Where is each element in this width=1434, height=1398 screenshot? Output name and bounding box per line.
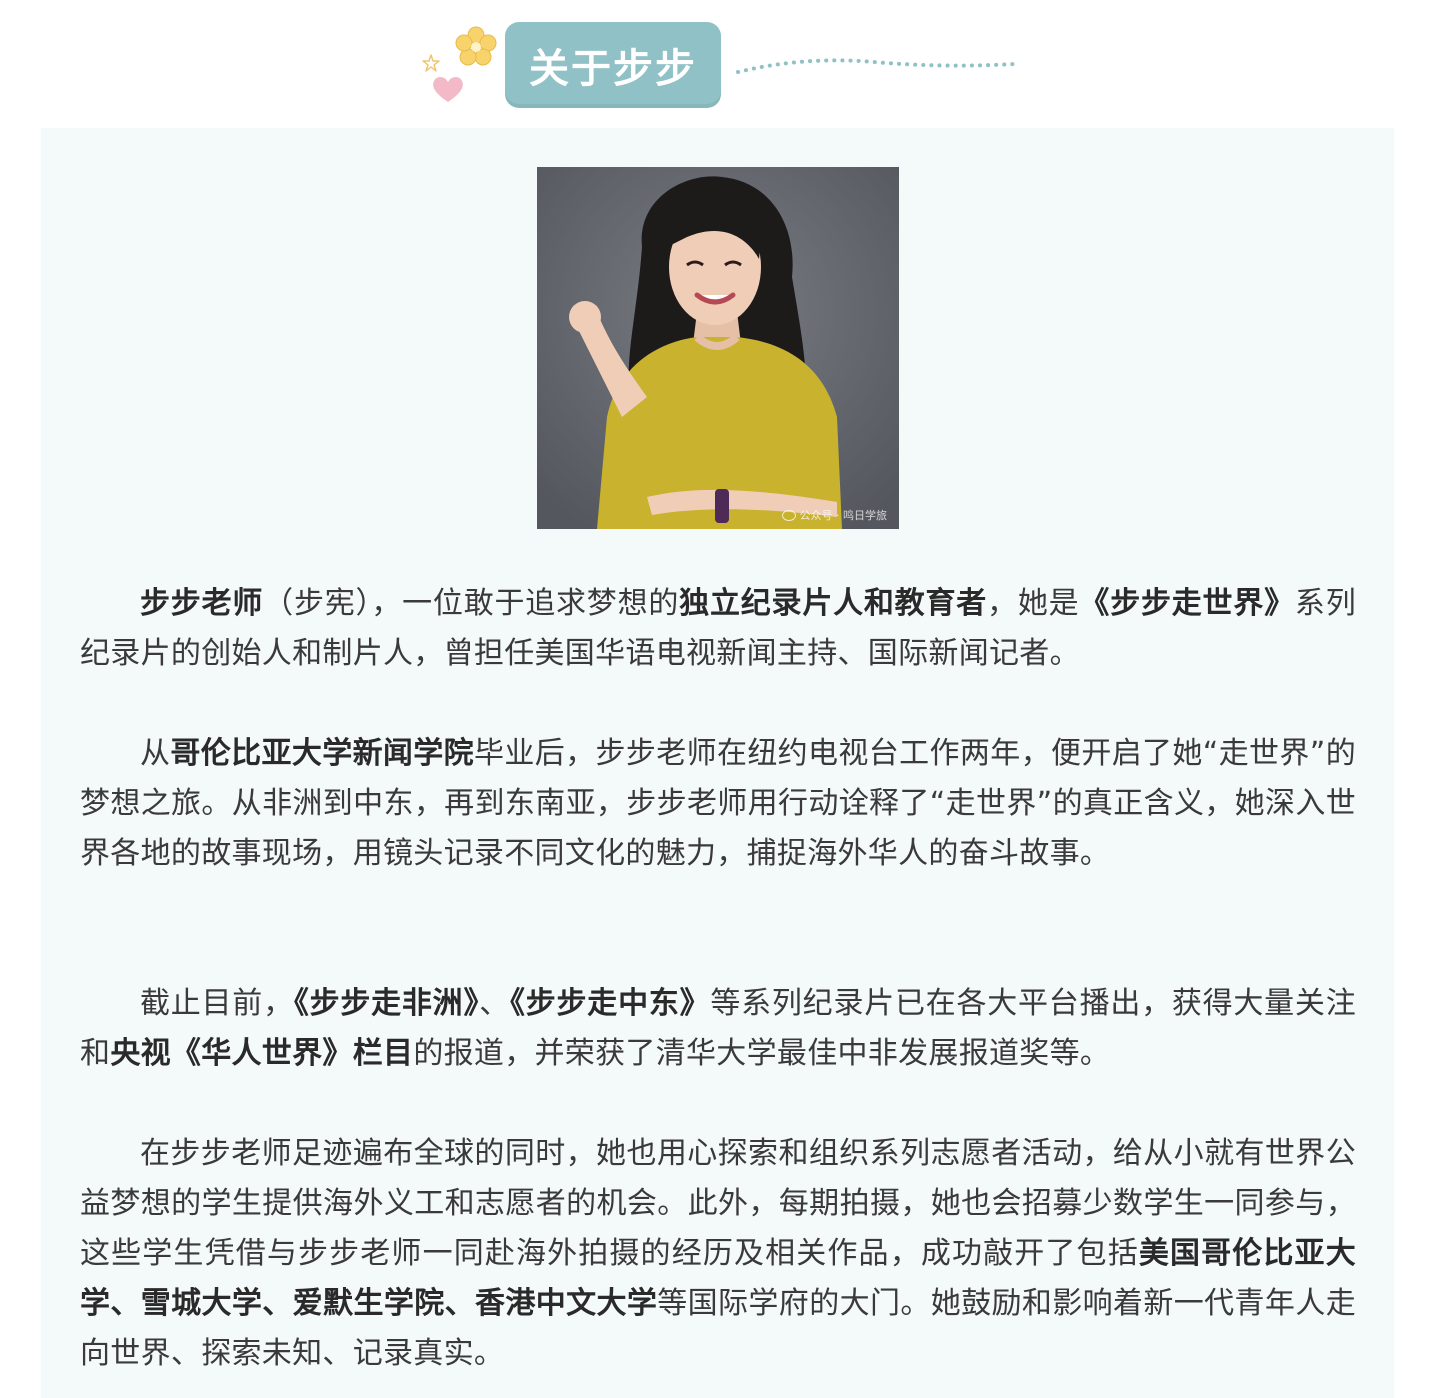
paragraph-text: ，她是 [987, 586, 1080, 621]
emphasis-name: 步步老师 [140, 586, 264, 621]
emphasis-school: 哥伦比亚大学新闻学院 [170, 736, 475, 771]
paragraph-text: 毕业后，步步老师在纽约电视台工作两年，便开启了她“走世界”的梦想之旅。从非洲到中… [80, 736, 1356, 871]
section-title: 关于步步 [529, 46, 697, 92]
emphasis-series-africa: 《步步走非洲》 [293, 986, 480, 1021]
paragraph-text: 的报道，并荣获了清华大学最佳中非发展报道奖等。 [413, 1036, 1111, 1071]
volunteer-paragraph: 在步步老师足迹遍布全球的同时，她也用心探索和组织系列志愿者活动，给从小就有世界公… [80, 1129, 1356, 1379]
emphasis-series-middle-east: 《步步走中东》 [510, 986, 711, 1021]
emphasis-series: 《步步走世界》 [1079, 586, 1295, 621]
heart-icon [433, 76, 463, 102]
paragraph-text: 、 [479, 986, 510, 1021]
intro-paragraph: 步步老师（步宪），一位敢于追求梦想的独立纪录片人和教育者，她是《步步走世界》系列… [80, 579, 1356, 679]
photo-watermark: 公众号 · 鸣日学旅 [781, 507, 888, 523]
star-icon [422, 54, 440, 72]
section-header: 关于步步 [0, 0, 1434, 120]
emphasis-cctv: 央视《华人世界》栏目 [110, 1036, 414, 1071]
paragraph-text: 等系列纪录片已在各大平台播出，获得大量关注和 [80, 986, 1357, 1071]
paragraph-text: 在步步老师足迹遍布全球的同时，她也用心探索和组织系列志愿者活动，给从小就有世界公… [80, 1136, 1356, 1271]
flower-icon [455, 26, 497, 66]
paragraph-text: 截止目前， [140, 986, 294, 1021]
watermark-text: 公众号 · 鸣日学旅 [799, 509, 888, 522]
emphasis-role: 独立纪录片人和教育者 [679, 586, 988, 621]
section-title-badge: 关于步步 [505, 22, 721, 108]
dotted-line-divider [736, 58, 1016, 74]
profile-photo: 公众号 · 鸣日学旅 [537, 167, 899, 529]
journey-paragraph: 从哥伦比亚大学新闻学院毕业后，步步老师在纽约电视台工作两年，便开启了她“走世界”… [80, 729, 1356, 879]
wechat-icon [781, 509, 796, 521]
paragraph-text: 系列纪录片的创始人和制片人，曾担任美国华语电视新闻主持、国际新闻记者。 [80, 586, 1357, 671]
achievements-paragraph: 截止目前，《步步走非洲》、《步步走中东》等系列纪录片已在各大平台播出，获得大量关… [80, 979, 1356, 1079]
paragraph-text: 等国际学府的大门。她鼓励和影响着新一代青年人走向世界、探索未知、记录真实。 [80, 1286, 1356, 1371]
paragraph-text: （步宪），一位敢于追求梦想的 [263, 586, 680, 621]
paragraph-text: 从 [140, 736, 171, 771]
emphasis-universities: 美国哥伦比亚大学、雪城大学、爱默生学院、香港中文大学 [80, 1236, 1356, 1321]
